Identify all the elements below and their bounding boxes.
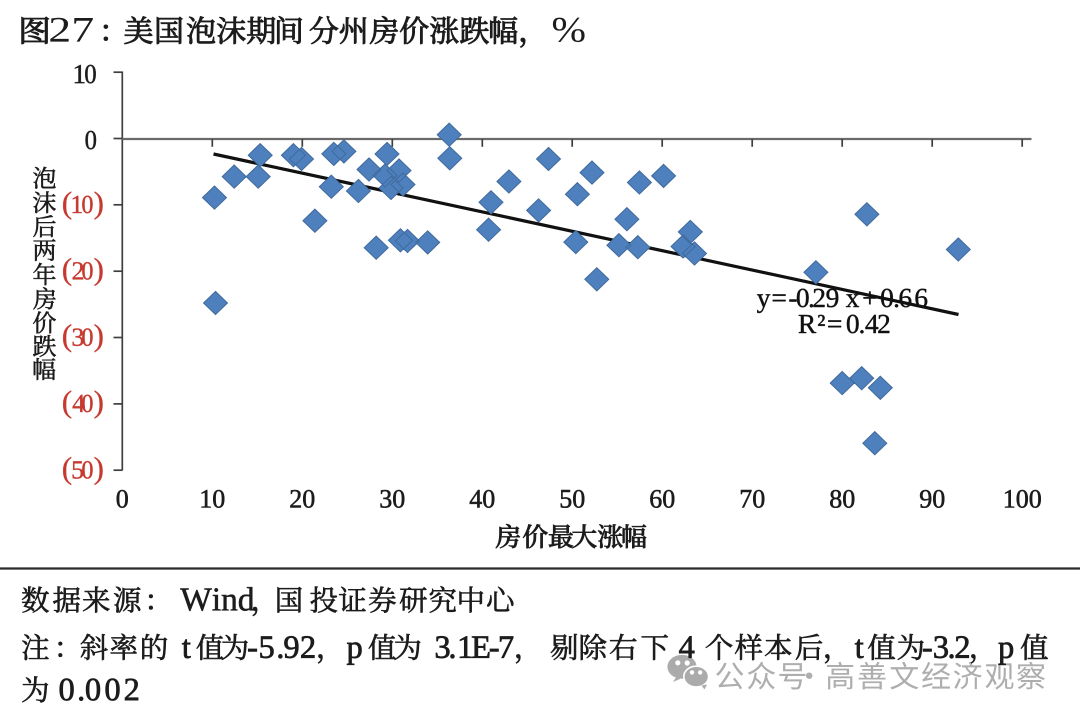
svg-text:30: 30 bbox=[379, 485, 405, 514]
svg-text:20: 20 bbox=[289, 485, 315, 514]
svg-text:50: 50 bbox=[559, 485, 585, 514]
svg-text:0: 0 bbox=[116, 485, 129, 514]
svg-text:80: 80 bbox=[829, 485, 855, 514]
svg-text:60: 60 bbox=[649, 485, 675, 514]
svg-text:10: 10 bbox=[199, 485, 225, 514]
svg-text:40: 40 bbox=[469, 485, 495, 514]
svg-text:70: 70 bbox=[739, 485, 765, 514]
svg-text:90: 90 bbox=[919, 485, 945, 514]
svg-text:100: 100 bbox=[1003, 485, 1042, 514]
